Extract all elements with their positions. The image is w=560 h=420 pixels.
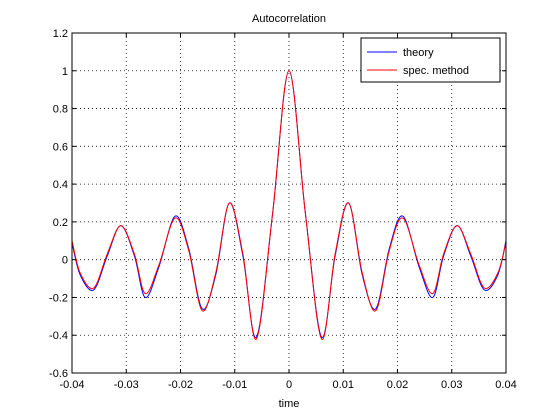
x-tick-label: 0.01: [333, 379, 354, 391]
y-tick-label: -0.2: [49, 292, 68, 304]
y-tick-label: 1: [62, 66, 68, 78]
y-tick-label: 1.2: [53, 28, 68, 40]
axis-ticks: [71, 32, 507, 374]
legend-label: theory: [403, 47, 434, 59]
y-tick-labels: -0.6 -0.4 -0.2 0 0.2 0.4 0.6 0.8 1 1.2: [49, 28, 68, 380]
x-tick-label: 0.03: [441, 379, 462, 391]
legend-box: [360, 37, 501, 83]
y-tick-label: 0.8: [53, 104, 68, 116]
x-tick-label: -0.01: [222, 379, 247, 391]
x-tick-label: -0.04: [59, 379, 84, 391]
x-tick-label: -0.03: [114, 379, 139, 391]
x-tick-label: 0: [286, 379, 292, 391]
legend-label: spec. method: [403, 65, 469, 77]
y-tick-label: -0.4: [49, 330, 68, 342]
x-tick-labels: -0.04 -0.03 -0.02 -0.01 0 0.01 0.02 0.03 0.04: [59, 379, 516, 391]
y-tick-label: -0.6: [49, 368, 68, 380]
y-tick-label: 0.4: [53, 179, 68, 191]
x-tick-label: -0.02: [168, 379, 193, 391]
y-tick-label: 0.6: [53, 141, 68, 153]
series-line-spec-method: [71, 70, 507, 340]
y-tick-label: 0.2: [53, 217, 68, 229]
chart-title: Autocorrelation: [252, 13, 326, 25]
x-tick-label: 0.04: [495, 379, 516, 391]
legend: theory spec. method: [360, 37, 501, 83]
x-axis-label: time: [279, 398, 300, 410]
y-tick-label: 0: [62, 255, 68, 267]
x-tick-label: 0.02: [387, 379, 408, 391]
series-layer: [71, 70, 507, 340]
